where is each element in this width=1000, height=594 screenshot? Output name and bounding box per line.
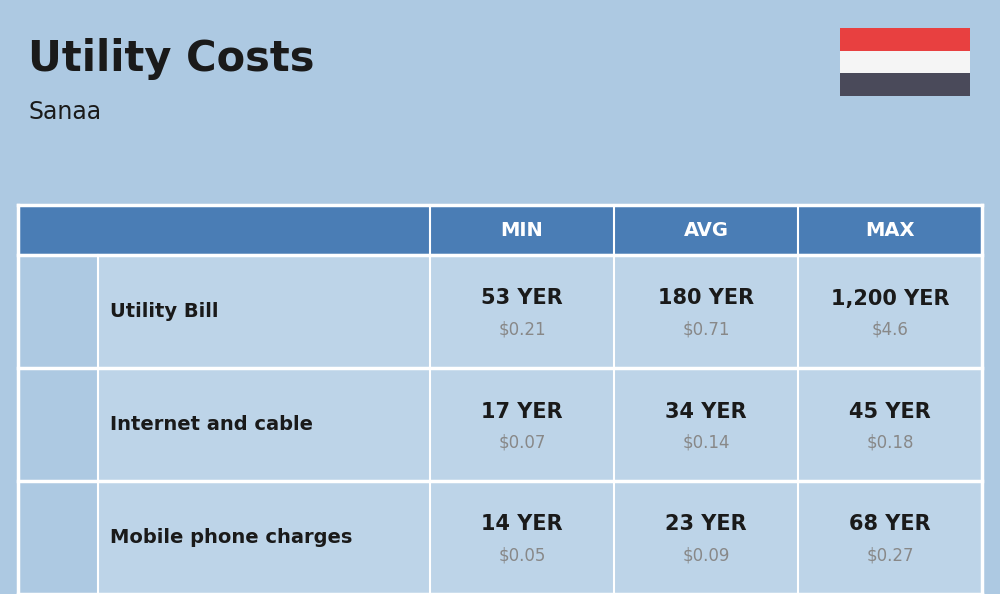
Text: MIN: MIN (501, 220, 543, 239)
FancyBboxPatch shape (840, 73, 970, 96)
Text: $0.07: $0.07 (498, 434, 546, 451)
FancyBboxPatch shape (18, 368, 982, 481)
Text: $0.05: $0.05 (498, 546, 546, 564)
Text: Mobile phone charges: Mobile phone charges (110, 528, 352, 547)
Text: Utility Bill: Utility Bill (110, 302, 218, 321)
Text: 68 YER: 68 YER (849, 514, 931, 535)
Text: $0.18: $0.18 (866, 434, 914, 451)
Text: 17 YER: 17 YER (481, 402, 563, 422)
Text: 53 YER: 53 YER (481, 289, 563, 308)
Text: 23 YER: 23 YER (665, 514, 747, 535)
FancyBboxPatch shape (18, 255, 982, 368)
FancyBboxPatch shape (840, 28, 970, 50)
Text: MAX: MAX (865, 220, 915, 239)
Text: $0.27: $0.27 (866, 546, 914, 564)
FancyBboxPatch shape (18, 481, 982, 594)
Text: AVG: AVG (684, 220, 728, 239)
FancyBboxPatch shape (18, 255, 98, 368)
Text: 14 YER: 14 YER (481, 514, 563, 535)
Text: Utility Costs: Utility Costs (28, 38, 314, 80)
FancyBboxPatch shape (18, 205, 982, 255)
Text: 1,200 YER: 1,200 YER (831, 289, 949, 308)
Text: 34 YER: 34 YER (665, 402, 747, 422)
FancyBboxPatch shape (840, 50, 970, 73)
Text: $0.09: $0.09 (682, 546, 730, 564)
Text: $4.6: $4.6 (872, 321, 908, 339)
Text: $0.14: $0.14 (682, 434, 730, 451)
Text: $0.71: $0.71 (682, 321, 730, 339)
Text: $0.21: $0.21 (498, 321, 546, 339)
Text: Sanaa: Sanaa (28, 100, 101, 124)
Text: Internet and cable: Internet and cable (110, 415, 313, 434)
FancyBboxPatch shape (18, 481, 98, 594)
Text: 180 YER: 180 YER (658, 289, 754, 308)
FancyBboxPatch shape (18, 368, 98, 481)
Text: 45 YER: 45 YER (849, 402, 931, 422)
